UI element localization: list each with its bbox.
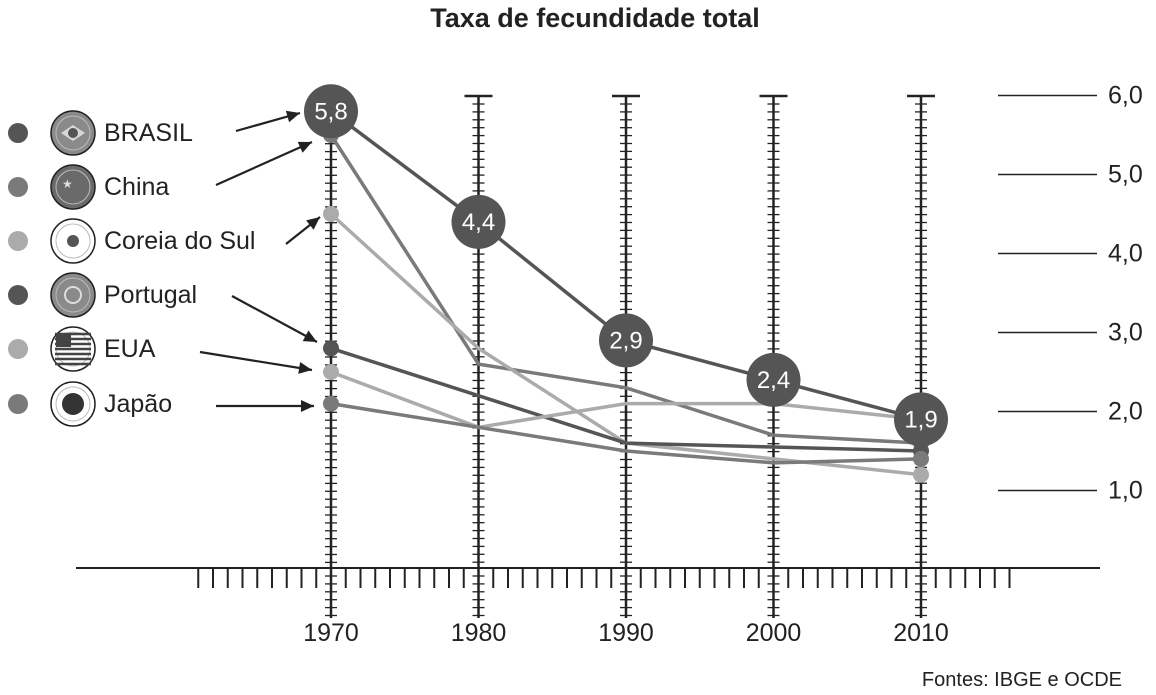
- portugal-flag-icon: [50, 272, 96, 318]
- x-tick-label: 1980: [451, 619, 507, 647]
- legend-dot-Portugal: [8, 285, 28, 305]
- legend-label-Coreia do Sul: Coreia do Sul: [104, 227, 255, 255]
- flag-inner-ring: [55, 169, 91, 205]
- brasil-data-bubble: [599, 313, 653, 368]
- series-point-Coreia do Sul: [323, 206, 339, 222]
- y-tick-label: 5,0: [1108, 161, 1143, 189]
- flag-inner-ring: [55, 277, 91, 313]
- series-lines: 5,8 4,4 2,9 2,4 1,9: [304, 84, 948, 483]
- brasil-data-bubble: [304, 84, 358, 139]
- legend-arrow: [215, 140, 313, 187]
- japan-flag-icon: [50, 381, 96, 427]
- flag-disc: [50, 272, 96, 318]
- source-note: Fontes: IBGE e OCDE: [922, 669, 1122, 691]
- legend-label-China: China: [104, 173, 169, 201]
- series-line-EUA: [330, 370, 922, 430]
- legend-label-EUA: EUA: [104, 335, 156, 363]
- flag-inner-ring: [55, 115, 91, 151]
- flag-star: ★: [62, 177, 73, 191]
- legend-arrowhead: [297, 141, 312, 153]
- legend-arrowhead: [285, 110, 300, 123]
- usa-flag-icon: [50, 326, 96, 372]
- y-tick-label: 4,0: [1108, 240, 1143, 268]
- series-line-China: [329, 134, 922, 445]
- legend: BRASIL ★ China Coreia do Sul Portugal EUA Japã…: [8, 110, 321, 427]
- flag-disc: [50, 164, 96, 210]
- legend-label-BRASIL: BRASIL: [104, 119, 193, 147]
- flag-sphere: [64, 286, 82, 304]
- flag-sun: [62, 393, 84, 415]
- legend-arrowhead: [298, 362, 312, 374]
- y-tick-label: 1,0: [1108, 477, 1143, 505]
- legend-label-Japão: Japão: [104, 390, 172, 418]
- south-korea-flag-icon: [50, 218, 96, 264]
- y-tick-label: 6,0: [1108, 82, 1143, 110]
- legend-arrow: [199, 350, 313, 372]
- legend-arrowhead: [301, 400, 314, 412]
- legend-dot-Japão: [8, 394, 28, 414]
- legend-dot-Coreia do Sul: [8, 231, 28, 251]
- y-tick-label: 2,0: [1108, 398, 1143, 426]
- chart-title: Taxa de fecundidade total: [430, 3, 760, 33]
- series-line-Portugal: [330, 346, 922, 453]
- flag-inner-ring: [55, 223, 91, 259]
- brasil-data-bubble: [451, 194, 506, 249]
- legend-dot-China: [8, 177, 28, 197]
- axes: 1970 1980 1990 2000 2010 6,0 5,0 4,0 3,0 2,0 1,0: [76, 82, 1143, 647]
- china-flag-icon: ★: [50, 164, 96, 210]
- brazil-flag-icon: [50, 110, 96, 156]
- brasil-data-label: 5,8: [314, 98, 347, 125]
- brasil-data-bubble: [894, 392, 948, 447]
- series-point-Japão: [323, 395, 339, 412]
- brasil-data-label: 2,4: [757, 367, 790, 394]
- x-tick-label: 1990: [598, 619, 654, 647]
- legend-arrowhead: [302, 330, 317, 342]
- legend-arrow: [231, 295, 318, 343]
- brasil-data-label: 4,4: [462, 209, 495, 236]
- x-tick-label: 2010: [893, 619, 949, 647]
- legend-dot-BRASIL: [8, 123, 28, 143]
- y-tick-label: 3,0: [1108, 319, 1143, 347]
- series-line-Japão: [330, 401, 922, 465]
- legend-arrowhead: [306, 217, 320, 230]
- brasil-data-label: 2,9: [609, 327, 642, 354]
- brasil-data-bubble: [746, 352, 801, 407]
- series-point-Japão: [913, 450, 929, 467]
- brasil-data-label: 1,9: [904, 406, 937, 433]
- flag-canton: [56, 335, 71, 347]
- x-tick-label: 2000: [746, 619, 802, 647]
- flag-inner-ring: [55, 386, 91, 422]
- legend-label-Portugal: Portugal: [104, 281, 197, 309]
- flag-taegeuk: [67, 235, 79, 247]
- series-point-Portugal: [323, 340, 339, 357]
- series-point-EUA: [323, 364, 339, 380]
- series-point-Coreia do Sul: [913, 466, 929, 483]
- flag-globe: [68, 128, 78, 138]
- legend-dot-EUA: [8, 339, 28, 359]
- x-tick-label: 1970: [303, 619, 359, 647]
